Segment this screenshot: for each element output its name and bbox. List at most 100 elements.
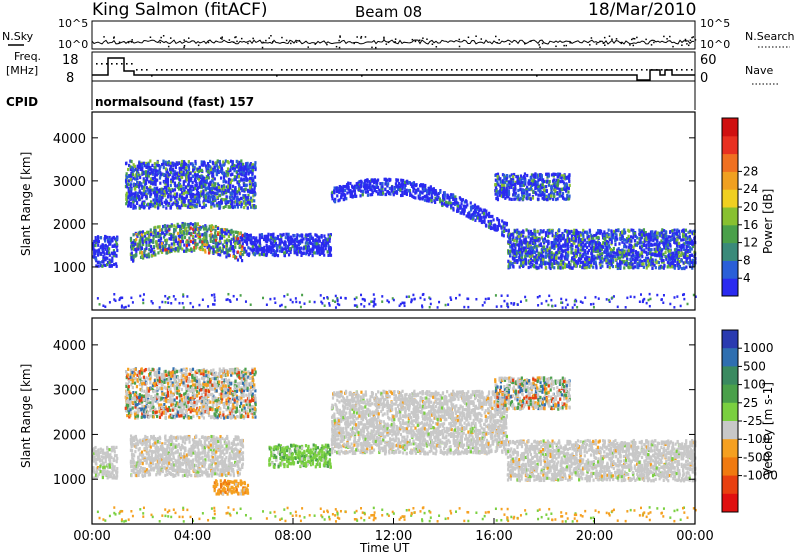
power-cell xyxy=(204,203,208,207)
nave-point xyxy=(341,69,343,71)
power-cell xyxy=(320,247,323,251)
power-cell xyxy=(537,238,540,242)
power-cell xyxy=(527,229,530,233)
power-cell xyxy=(194,230,197,234)
power-cell xyxy=(159,181,162,185)
power-cell xyxy=(236,240,239,245)
power-cell xyxy=(597,229,600,233)
power-cell xyxy=(129,173,132,178)
nsearch-point xyxy=(335,45,338,48)
power-cell xyxy=(106,262,109,267)
power-cell xyxy=(201,233,204,237)
power-cell xyxy=(362,185,366,189)
power-cell xyxy=(204,179,207,184)
power-cell xyxy=(211,178,214,183)
power-cell xyxy=(233,192,236,196)
power-cell xyxy=(251,245,254,249)
nave-point xyxy=(616,69,618,71)
nsearch-point xyxy=(418,39,421,42)
power-cell xyxy=(216,190,219,194)
power-cell xyxy=(509,236,512,240)
power-cell xyxy=(176,246,180,250)
power-cell xyxy=(173,188,177,192)
power-cell xyxy=(185,178,188,182)
power-cell xyxy=(138,206,141,210)
power-cell xyxy=(452,193,455,198)
power-cell xyxy=(212,249,216,253)
power-cell xyxy=(315,242,318,246)
power-cell xyxy=(589,246,593,250)
power-cell xyxy=(185,226,188,230)
power-cell xyxy=(213,194,216,198)
power-cell xyxy=(94,236,97,240)
power-cell xyxy=(543,237,547,241)
power-cell xyxy=(104,263,107,268)
power-cell xyxy=(351,195,354,199)
power-cell xyxy=(227,189,230,193)
power-cell xyxy=(508,262,512,266)
power-cell xyxy=(352,189,356,193)
power-cell xyxy=(502,234,505,238)
power-cell xyxy=(179,206,182,210)
power-cell xyxy=(106,260,110,264)
power-cell xyxy=(196,196,199,200)
power-cell xyxy=(567,260,571,265)
nave-point xyxy=(346,69,348,71)
power-cell xyxy=(212,202,215,206)
power-cell xyxy=(238,232,241,236)
power-cell xyxy=(274,250,277,254)
power-cell xyxy=(307,243,310,247)
nave-point xyxy=(446,69,448,71)
power-cell xyxy=(202,191,205,195)
nave-point xyxy=(501,69,503,71)
power-cell xyxy=(101,247,105,251)
power-cell xyxy=(125,197,128,201)
power-cell xyxy=(269,241,273,245)
power-cell xyxy=(176,201,180,205)
power-cell xyxy=(327,233,330,237)
power-cell xyxy=(193,225,196,229)
power-cell xyxy=(248,179,251,184)
power-cell xyxy=(190,176,193,180)
power-cell xyxy=(152,240,155,244)
power-cell xyxy=(180,187,183,192)
power-cell xyxy=(492,218,495,222)
power-cell xyxy=(187,180,190,184)
power-cell xyxy=(136,180,139,184)
power-cell xyxy=(357,181,360,185)
power-cell xyxy=(238,198,241,202)
power-cell xyxy=(665,257,668,261)
power-cell xyxy=(222,191,226,195)
nsearch-point xyxy=(599,40,601,43)
power-cell xyxy=(250,242,253,246)
nave-point xyxy=(516,69,518,71)
power-cell xyxy=(540,265,543,269)
power-cell xyxy=(181,221,184,226)
power-cell xyxy=(601,251,604,256)
power-cell xyxy=(154,225,157,229)
power-cell xyxy=(247,235,250,239)
nave-point xyxy=(376,69,378,71)
power-cell xyxy=(209,165,212,169)
power-cell xyxy=(557,248,560,252)
power-cell xyxy=(149,159,152,163)
power-cell xyxy=(204,196,207,200)
power-cell xyxy=(605,247,609,251)
power-cell xyxy=(217,232,220,237)
power-cell xyxy=(300,233,303,237)
nave-point xyxy=(136,69,138,71)
power-cell xyxy=(616,248,619,252)
nsearch-point xyxy=(422,37,424,39)
power-cell xyxy=(587,248,591,253)
power-cell xyxy=(245,236,249,241)
power-cell xyxy=(656,253,659,258)
power-cell xyxy=(208,196,212,200)
power-cell xyxy=(318,247,321,251)
power-cell xyxy=(181,239,184,244)
nsearch-point xyxy=(167,45,170,48)
power-cell xyxy=(272,248,275,253)
power-cell xyxy=(566,243,569,248)
power-cell xyxy=(221,243,225,247)
power-cell xyxy=(141,254,144,258)
power-cell xyxy=(228,186,232,190)
